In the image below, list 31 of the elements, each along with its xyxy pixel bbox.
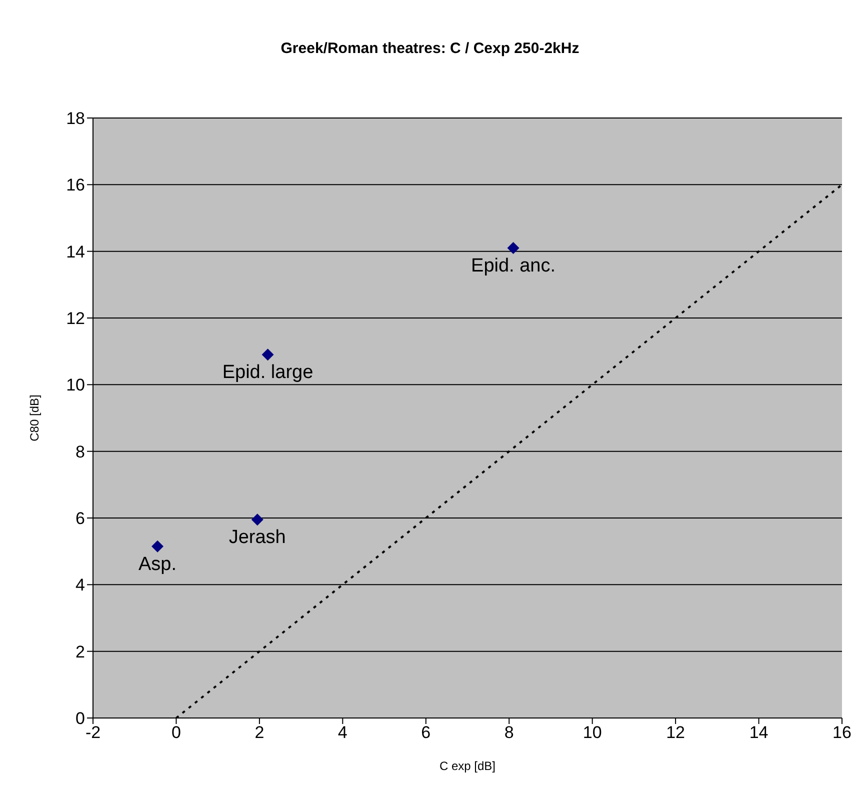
annotation: Jerash xyxy=(228,527,286,548)
point xyxy=(251,514,264,526)
y-tick-label: 2 xyxy=(76,642,85,662)
y-tick-label: 14 xyxy=(66,242,85,262)
annotation: Epid. anc. xyxy=(471,255,556,276)
y-tick-label: 10 xyxy=(66,376,85,395)
x-tick-label: 10 xyxy=(582,723,602,742)
x-tick-label: -2 xyxy=(85,723,101,742)
y-tick-label: 12 xyxy=(66,309,85,328)
x-axis-title: C exp [dB] xyxy=(439,759,496,773)
y-tick-label: 16 xyxy=(66,176,85,195)
x-tick-label: 4 xyxy=(338,723,348,742)
annotation: Epid. large xyxy=(222,362,314,384)
x-tick-label: 14 xyxy=(749,723,768,742)
y-tick-label: 0 xyxy=(76,709,85,728)
x-tick-label: 2 xyxy=(254,723,264,742)
point xyxy=(151,540,164,552)
x-tick-label: 6 xyxy=(421,723,431,742)
x-tick-label: 12 xyxy=(666,723,686,742)
chart-title: Greek/Roman theatres: C / Cexp 250-2kHz xyxy=(280,39,580,58)
annotation: Asp. xyxy=(138,554,177,575)
y-tick-label: 4 xyxy=(76,576,85,595)
x-tick-label: 16 xyxy=(832,723,852,742)
x-tick-label: 8 xyxy=(504,723,514,742)
point xyxy=(262,348,274,361)
point xyxy=(507,242,520,254)
x-tick-label: 0 xyxy=(171,723,181,742)
y-tick-label: 8 xyxy=(76,442,85,462)
y-tick-label: 18 xyxy=(66,109,85,128)
y-tick-label: 6 xyxy=(76,509,85,528)
y-axis-title: C80 [dB] xyxy=(27,394,42,442)
